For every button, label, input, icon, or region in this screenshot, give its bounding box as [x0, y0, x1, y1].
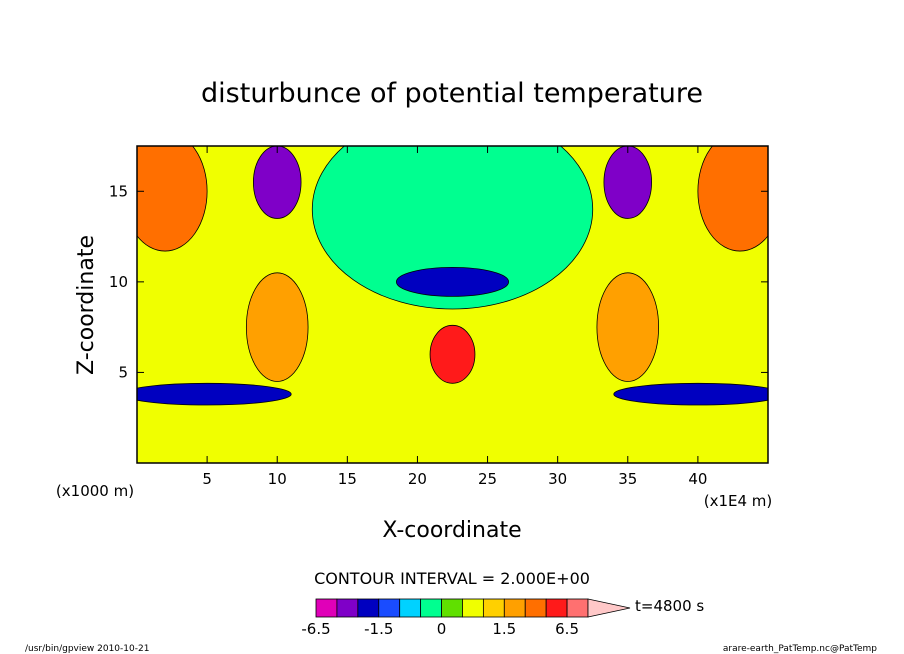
colorbar-segment: [336, 598, 359, 618]
footer-left: /usr/bin/gpview 2010-10-21: [25, 644, 149, 654]
x-axis-label: X-coordinate: [382, 518, 521, 543]
field-cold-right-top: [603, 146, 653, 219]
x-scale-note: (x1E4 m): [704, 492, 773, 510]
contour-interval-label: CONTOUR INTERVAL = 2.000E+00: [314, 569, 590, 588]
colorbar-tick-label: -1.5: [364, 620, 393, 638]
x-tick-label: 25: [478, 470, 497, 488]
y-axis-label: Z-coordinate: [74, 235, 99, 375]
colorbar-segment: [441, 598, 463, 618]
plot-area: [136, 145, 769, 464]
field-warm-right-mid: [596, 272, 660, 382]
x-tick-label: 5: [202, 470, 212, 488]
y-axis: 5 10 15: [109, 182, 768, 381]
colorbar-segment: [462, 598, 484, 618]
field-warm-left-mid: [245, 272, 309, 382]
colorbar-tick-label: 0: [437, 620, 447, 638]
field-layers: [137, 146, 768, 463]
y-scale-note: (x1000 m): [56, 482, 134, 500]
colorbar-tick-label: 1.5: [492, 620, 516, 638]
x-tick-label: 15: [338, 470, 357, 488]
chart-title: disturbunce of potential temperature: [201, 78, 703, 109]
field-low-cold-right: [613, 382, 768, 406]
field-green-cap: [311, 146, 594, 310]
y-tick-label: 10: [109, 273, 128, 291]
x-tick-label: 35: [618, 470, 637, 488]
colorbar-tick-label: 6.5: [555, 620, 579, 638]
colorbar-segment: [315, 598, 338, 618]
colorbar-segment: [503, 598, 526, 618]
x-tick-label: 10: [268, 470, 287, 488]
field-warm-right-top: [697, 146, 768, 252]
colorbar-arrow: [587, 598, 631, 618]
y-tick-label: 15: [109, 182, 128, 200]
plot-frame: [136, 145, 769, 464]
y-tick-label: 5: [118, 363, 128, 381]
field-warm-left-top: [137, 146, 208, 252]
x-tick-label: 30: [548, 470, 567, 488]
field-cold-left-top: [252, 146, 302, 219]
colorbar-segment: [357, 598, 380, 618]
colorbar-segment: [399, 598, 422, 618]
colorbar-segment: [545, 598, 568, 618]
footer-right: arare-earth_PatTemp.nc@PatTemp: [723, 644, 877, 654]
colorbar-segment: [524, 598, 547, 618]
x-axis: 5 10 15 20 25 30 35 40: [202, 146, 707, 488]
field-warm-center: [429, 324, 476, 384]
field-cold-center: [396, 266, 509, 297]
colorbar: -6.5 -1.5 0 1.5 6.5: [301, 598, 631, 638]
colorbar-segment: [566, 598, 589, 618]
field-low-cold-left: [137, 382, 292, 406]
colorbar-tick-label: -6.5: [301, 620, 330, 638]
x-tick-label: 20: [408, 470, 427, 488]
time-label: t=4800 s: [635, 597, 704, 615]
colorbar-segment: [378, 598, 401, 618]
colorbar-segment: [420, 598, 442, 618]
x-tick-label: 40: [688, 470, 707, 488]
colorbar-segment: [482, 598, 505, 618]
